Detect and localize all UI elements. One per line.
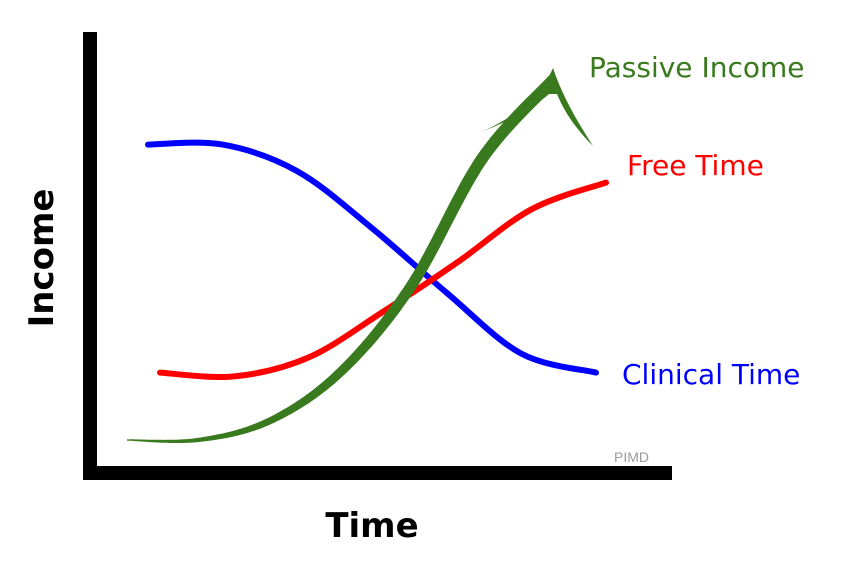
y-axis-label: Income: [22, 189, 62, 328]
series-label-free-time: Free Time: [627, 149, 764, 182]
y-axis-line: [83, 32, 97, 480]
series-label-clinical-time: Clinical Time: [622, 358, 800, 391]
axes: [83, 32, 672, 480]
series-lines: [127, 68, 609, 444]
watermark-text: PIMD: [614, 449, 649, 465]
series-line-passive-income: [127, 75, 558, 444]
series-line-clinical-time: [145, 139, 599, 376]
series-label-passive-income: Passive Income: [589, 51, 804, 84]
x-axis-line: [97, 466, 672, 480]
series-line-free-time: [157, 179, 609, 380]
x-axis-label: Time: [325, 506, 418, 546]
